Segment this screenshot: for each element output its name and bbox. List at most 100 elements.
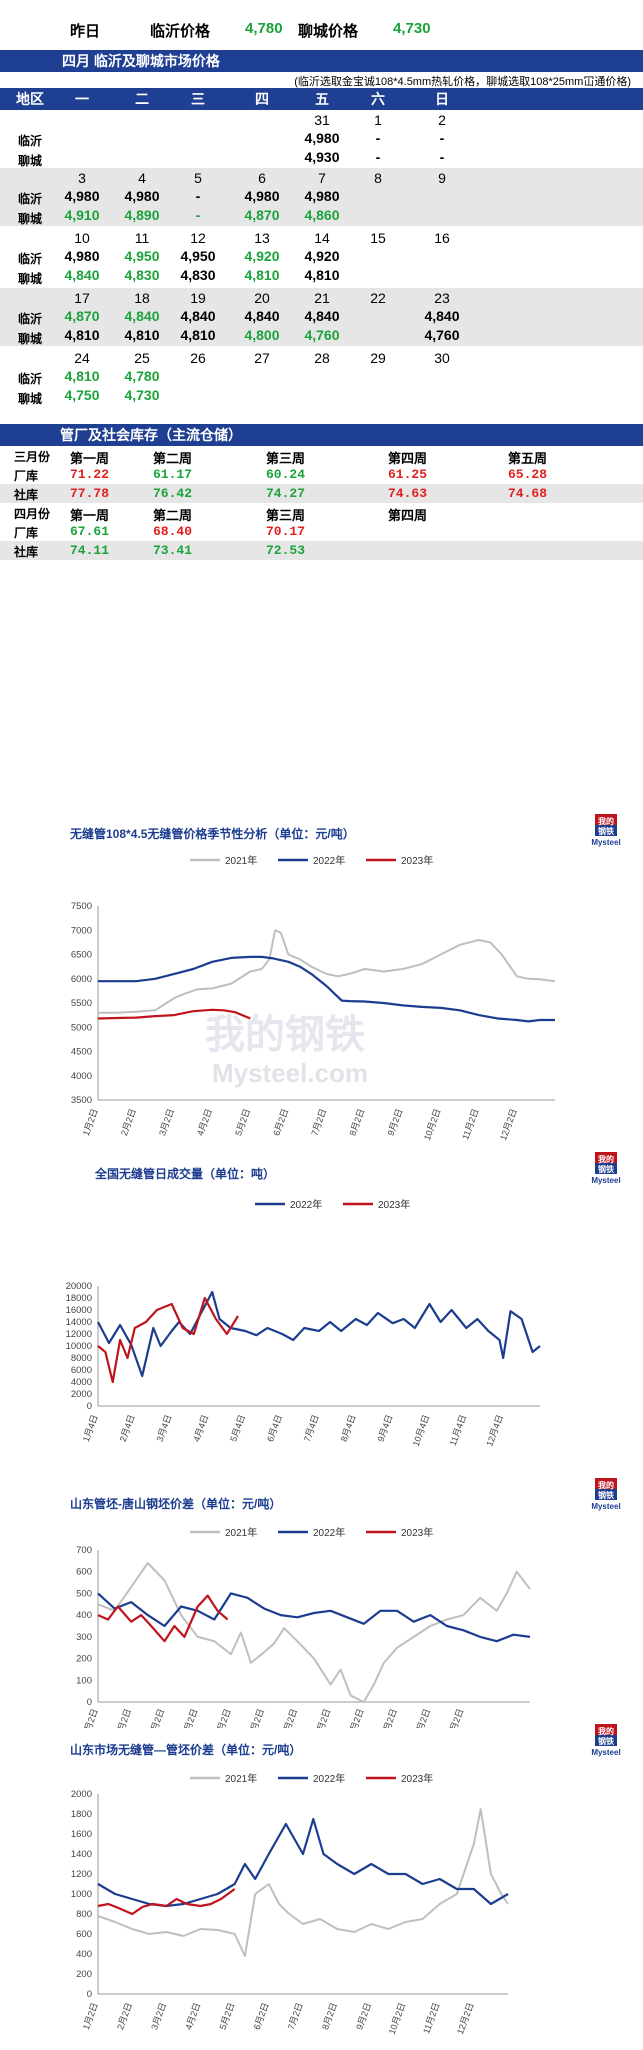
y-tick-label: 6000 — [71, 974, 92, 985]
calendar-date: 14 — [314, 230, 330, 246]
chart-svg-4: 我的钢铁 Mysteel 山东市场无缝管—管坯价差（单位：元/吨） 2021年 2022… — [70, 1724, 621, 2036]
x-tick-label: 11月4日 — [448, 1413, 468, 1447]
weekday-header: 六 — [371, 91, 385, 107]
mysteel-logo: 我的钢铁 Mysteel — [591, 1478, 621, 1511]
row-label-linyi: 临沂 — [18, 312, 43, 326]
calendar-date: 5 — [194, 170, 202, 186]
linyi-price-cell: 4,920 — [304, 248, 340, 264]
x-tick-label: 6月2日 — [252, 2001, 271, 2031]
chart-title: 山东管坯-唐山钢坯价差（单位：元/吨） — [70, 1496, 281, 1511]
x-tick-label: 11月2日 — [421, 2001, 441, 2035]
y-tick-label: 700 — [76, 1545, 92, 1556]
liaocheng-price-cell: 4,870 — [244, 207, 280, 223]
calendar-date: 10 — [74, 230, 90, 246]
y-tick-label: 400 — [76, 1610, 92, 1621]
series-line-2021年 — [98, 929, 556, 1014]
watermark-en: Mysteel.com — [212, 1058, 368, 1088]
x-tick-label: 8月2日 — [320, 2001, 339, 2031]
y-tick-label: 0 — [87, 1697, 92, 1708]
calendar-header-row: 地区 一 二 三 四 五 六 日 — [0, 88, 643, 110]
x-tick-label: 5月2日 — [218, 2001, 237, 2031]
calendar-date: 25 — [134, 350, 150, 366]
linyi-price-cell: 4,920 — [244, 248, 280, 264]
y-tick-label: 6000 — [71, 1365, 92, 1376]
y-tick-label: 7500 — [71, 901, 92, 912]
logo-text-1: 我的 — [598, 816, 614, 826]
row-label-linyi: 临沂 — [18, 372, 43, 386]
linyi-price-cell: 4,840 — [304, 308, 340, 324]
inventory-value: 65.28 — [508, 467, 548, 482]
calendar-date: 3 — [78, 170, 86, 186]
linyi-price-cell: 4,980 — [304, 188, 340, 204]
calendar-date: 18 — [134, 290, 150, 306]
x-tick-label: 1月4日 — [81, 1413, 100, 1443]
legend-label: 2023年 — [378, 1198, 410, 1211]
calendar-date: 16 — [434, 230, 450, 246]
inventory-week-header: 第四周 — [388, 509, 428, 524]
y-tick-label: 500 — [76, 1588, 92, 1599]
weekday-header: 二 — [135, 91, 149, 107]
calendar-date: 4 — [138, 170, 146, 186]
liaocheng-price-cell: 4,910 — [64, 207, 100, 223]
y-tick-label: 2000 — [71, 1389, 92, 1400]
x-tick-label: 3月4日 — [155, 1413, 174, 1443]
calendar-date: 8 — [374, 170, 382, 186]
row-label-linyi: 临沂 — [18, 134, 43, 148]
linyi-price-value: 4,780 — [245, 20, 283, 37]
row-label-liaocheng: 聊城 — [18, 332, 43, 346]
series-line-2023年 — [97, 1888, 236, 1916]
calendar-date: 22 — [370, 290, 386, 306]
week-band — [0, 288, 643, 346]
logo-text-1: 我的 — [598, 1726, 614, 1736]
linyi-price-label: 临沂价格 — [150, 23, 211, 40]
inventory-value: 77.78 — [70, 486, 110, 501]
calendar-date: 1 — [374, 112, 382, 128]
calendar-date: 7 — [318, 170, 326, 186]
calendar-date: 31 — [314, 112, 330, 128]
liaocheng-price-cell: - — [439, 149, 445, 165]
y-tick-label: 4500 — [71, 1047, 92, 1058]
linyi-price-cell: 4,980 — [64, 188, 100, 204]
logo-blue-block — [595, 1735, 617, 1746]
x-tick-label: 2月4日 — [118, 1413, 137, 1443]
inventory-value: 68.40 — [153, 524, 193, 539]
yesterday-label: 昨日 — [70, 23, 101, 40]
legend-label: 2021年 — [225, 854, 257, 867]
row-label-linyi: 临沂 — [18, 192, 43, 206]
y-tick-label: 100 — [76, 1675, 92, 1686]
calendar-title-bar: 四月 临沂及聊城市场价格 — [0, 50, 643, 72]
y-tick-label: 6500 — [71, 950, 92, 961]
y-tick-label: 800 — [76, 1909, 92, 1920]
x-tick-label: 10月4日 — [411, 1413, 432, 1447]
row-label-liaocheng: 聊城 — [18, 212, 43, 226]
linyi-price-cell: 4,840 — [424, 308, 460, 324]
calendar-date: 26 — [190, 350, 206, 366]
y-tick-label: 200 — [76, 1654, 92, 1665]
inventory-value: 74.63 — [388, 486, 428, 501]
y-tick-label: 300 — [76, 1632, 92, 1643]
x-tick-label: 7月4日 — [302, 1413, 321, 1443]
calendar-date: 19 — [190, 290, 206, 306]
y-tick-label: 7000 — [71, 925, 92, 936]
linyi-price-cell: 4,870 — [64, 308, 100, 324]
x-tick-label: 6月2日 — [271, 1107, 290, 1137]
calendar-title: 四月 临沂及聊城市场价格 — [62, 53, 220, 69]
liaocheng-price-cell: 4,810 — [244, 267, 280, 283]
logo-blue-block — [595, 1163, 617, 1174]
inventory-value: 76.42 — [153, 486, 193, 501]
inventory-week-header: 第一周 — [70, 452, 110, 467]
inventory-row-label: 厂库 — [14, 526, 39, 540]
calendar-date: 17 — [74, 290, 90, 306]
row-label-linyi: 临沂 — [18, 252, 43, 266]
inventory-value: 74.68 — [508, 486, 548, 501]
x-tick-label: 8月4日 — [339, 1413, 358, 1443]
linyi-price-cell: 4,950 — [124, 248, 160, 264]
x-tick-label: 5月2日 — [233, 1107, 252, 1137]
series-line-2022年 — [97, 1592, 531, 1643]
y-tick-label: 1600 — [71, 1829, 92, 1840]
calendar-date: 21 — [314, 290, 330, 306]
area-header: 地区 — [16, 91, 44, 107]
inventory-value: 74.11 — [70, 543, 110, 558]
legend-label: 2022年 — [290, 1198, 322, 1211]
